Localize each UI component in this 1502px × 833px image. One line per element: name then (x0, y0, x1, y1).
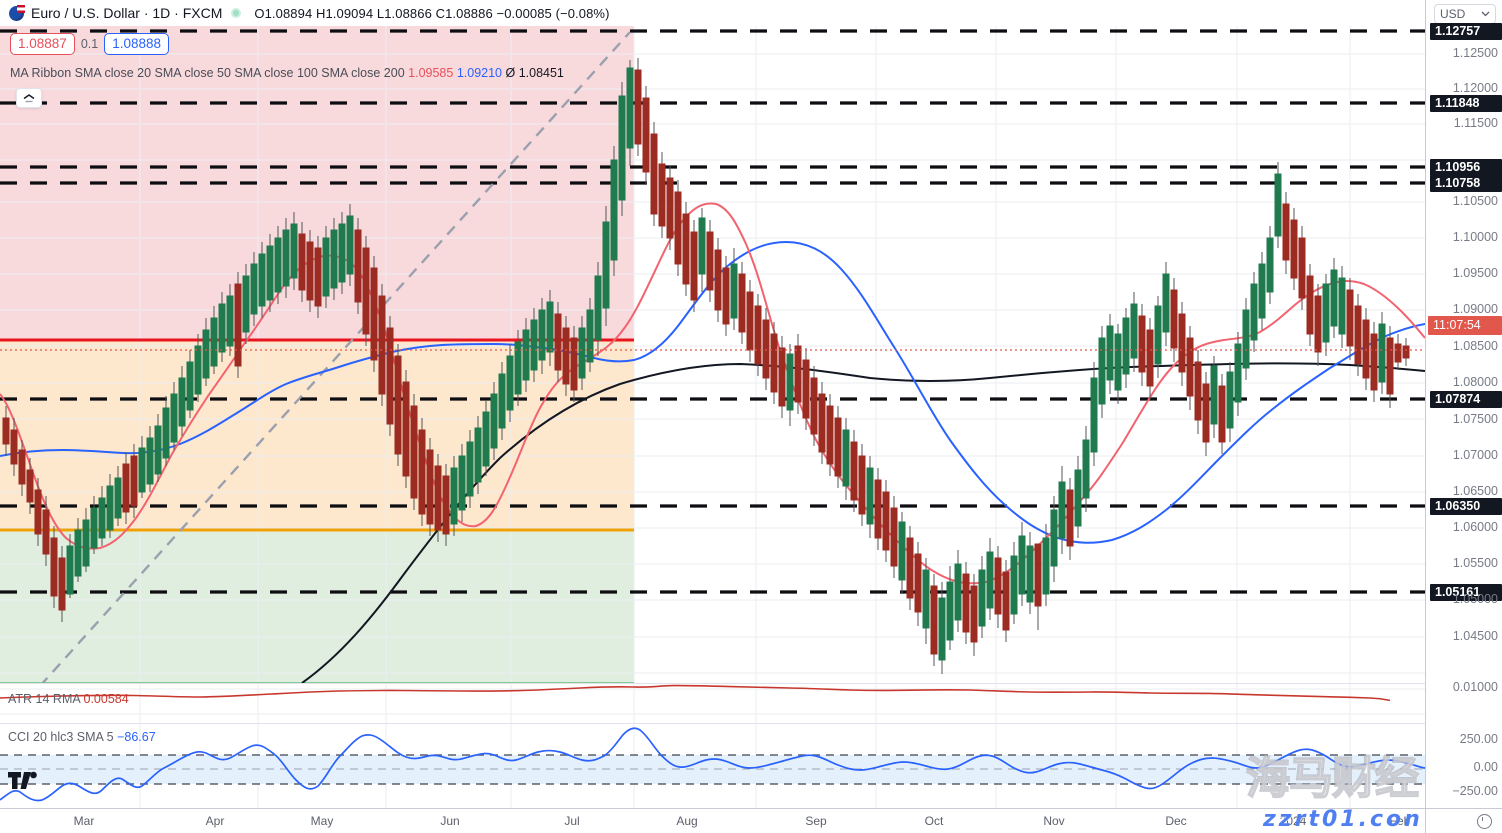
price-tick-label: 0.00 (1473, 760, 1498, 774)
price-tick-label[interactable]: 1.05161 (1430, 584, 1502, 601)
watermark-url: zzrt01.con (1263, 807, 1423, 832)
price-tick-label: 250.00 (1459, 732, 1498, 746)
chevron-up-icon (23, 93, 35, 102)
currency-label: USD (1440, 7, 1466, 21)
atr-pane[interactable] (0, 683, 1425, 723)
time-tick-label: Mar (73, 814, 95, 828)
collapse-pane-button[interactable] (16, 88, 42, 108)
time-tick-label: Jun (440, 814, 460, 828)
neutral-zone (0, 340, 634, 530)
price-tick-label: 1.12500 (1452, 46, 1498, 60)
currency-selector[interactable]: USD (1434, 4, 1496, 24)
price-tick-label: −250.00 (1452, 784, 1498, 798)
axis-divider (1425, 809, 1426, 833)
price-tick-label: 1.11500 (1453, 116, 1498, 130)
chevron-down-icon (1481, 11, 1490, 17)
price-tick-label: 1.10000 (1452, 230, 1498, 244)
chart-header: Euro / U.S. Dollar · 1D · FXCM O1.08894 … (0, 0, 1425, 26)
price-tick-label: 1.04500 (1452, 629, 1498, 643)
time-axis[interactable]: Mar Apr May Jun Jul Aug Sep Oct Nov Dec 2024 Feb (0, 808, 1502, 833)
price-tick-label: 1.06500 (1452, 484, 1498, 498)
tradingview-logo[interactable] (8, 770, 38, 797)
time-tick-label: Dec (1165, 814, 1187, 828)
time-tick-label: May (310, 814, 334, 828)
time-tick-label: Sep (805, 814, 827, 828)
price-tick-label: 1.07500 (1452, 412, 1498, 426)
eurusd-flag-icon (9, 4, 25, 21)
watermark-chinese: 海马财经 (1245, 752, 1420, 805)
time-tick-label: Apr (205, 814, 225, 828)
clock-icon[interactable] (1477, 814, 1492, 829)
price-tick-label[interactable]: 1.10758 (1430, 175, 1502, 192)
price-tick-label[interactable]: 1.11848 (1430, 95, 1502, 112)
price-tick-label: 0.01000 (1452, 680, 1498, 694)
price-tick-label: 1.05500 (1452, 556, 1498, 570)
support-zone (0, 530, 634, 683)
ohlc-values: O1.08894 H1.09094 L1.08866 C1.08886 −0.0… (254, 5, 610, 21)
time-tick-label: Nov (1043, 814, 1065, 828)
current-time-label[interactable]: 11:07:54 (1428, 316, 1502, 335)
cci-pane[interactable] (0, 723, 1425, 808)
bid-price[interactable]: 1.08887 (10, 33, 75, 55)
price-tick-label: 1.09500 (1452, 266, 1498, 280)
price-tick-label: 1.05000 (1452, 592, 1498, 606)
price-tick-label: 1.07000 (1452, 448, 1498, 462)
price-axis[interactable]: USD 1.12757 1.12500 1.12000 1.11848 1.11500 1… (1425, 0, 1502, 808)
tradingview-logo-icon (8, 771, 37, 789)
price-tick-label: 1.08000 (1452, 375, 1498, 389)
time-tick-label: Aug (676, 814, 698, 828)
spread-value: 0.1 (80, 37, 99, 51)
price-tick-label[interactable]: 1.07874 (1430, 391, 1502, 408)
time-tick-label: Feb (1389, 814, 1411, 828)
cci-chart-svg (0, 724, 1425, 808)
price-tick-label: 1.08500 (1452, 339, 1498, 353)
time-tick-label: Jul (564, 814, 580, 828)
page-title[interactable]: Euro / U.S. Dollar · 1D · FXCM (31, 5, 223, 21)
price-tick-label[interactable]: 1.10956 (1430, 159, 1502, 176)
sma50-line (0, 240, 1425, 544)
price-tick-label: 1.06000 (1452, 520, 1498, 534)
price-tick-label: 1.10500 (1452, 194, 1498, 208)
price-tick-label: 1.12000 (1452, 81, 1498, 95)
time-tick-label: 2024 (1279, 814, 1307, 828)
price-tick-label[interactable]: 1.06350 (1430, 498, 1502, 515)
candlestick-series (2, 58, 1410, 674)
market-open-dot-icon (231, 8, 242, 18)
price-tick-label: 1.09000 (1452, 302, 1498, 316)
price-tick-label[interactable]: 1.12757 (1430, 23, 1502, 40)
ask-price[interactable]: 1.08888 (104, 33, 170, 55)
atr-line (0, 684, 1391, 702)
cci-line (0, 727, 1425, 802)
time-tick-label: Oct (924, 814, 944, 828)
price-chart-svg (0, 26, 1425, 683)
trendline-diagonal (41, 31, 631, 683)
atr-chart-svg (0, 684, 1425, 723)
bid-ask-spread-widget[interactable]: 1.08887 0.1 1.08888 (10, 33, 170, 55)
price-pane[interactable] (0, 26, 1425, 683)
